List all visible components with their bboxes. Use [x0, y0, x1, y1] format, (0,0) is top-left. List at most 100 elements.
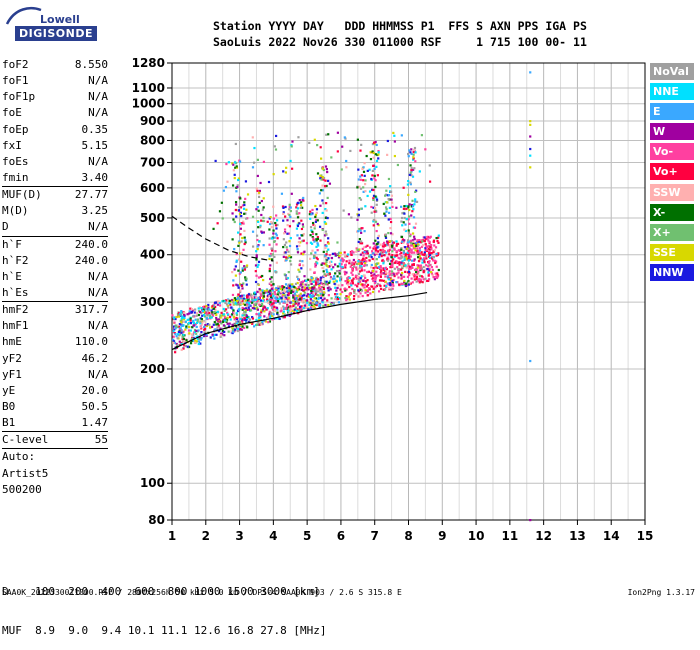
echo-point	[327, 248, 330, 251]
echo-point	[298, 307, 302, 310]
echo-point	[219, 321, 222, 324]
param-value: N/A	[88, 269, 108, 283]
echo-point	[232, 301, 235, 304]
echo-point	[420, 240, 423, 243]
echo-point	[403, 205, 406, 208]
echo-point	[314, 288, 317, 291]
echo-point	[259, 299, 263, 302]
echo-point	[302, 239, 305, 242]
echo-point	[258, 189, 261, 193]
y-tick-label: 400	[140, 248, 165, 262]
header-line-2: SaoLuis 2022 Nov26 330 011000 RSF 1 715 …	[213, 35, 587, 49]
echo-point	[256, 174, 259, 178]
echo-point	[280, 307, 283, 310]
param-separator	[2, 431, 108, 433]
echo-point	[421, 258, 424, 261]
echo-point	[345, 260, 348, 263]
echo-point	[384, 233, 387, 236]
echo-point	[302, 289, 305, 292]
echo-point	[381, 259, 384, 262]
echo-point	[205, 317, 209, 320]
echo-point	[428, 256, 432, 260]
echo-point	[419, 267, 422, 270]
echo-point	[228, 315, 232, 319]
legend-item: SSW	[650, 183, 694, 201]
echo-point	[315, 208, 319, 211]
echo-point	[172, 330, 175, 333]
echo-point	[200, 317, 203, 321]
echo-point	[283, 301, 287, 304]
echo-point	[238, 328, 242, 331]
param-row: fxI 5.15	[2, 138, 108, 154]
echo-point	[407, 257, 410, 260]
echo-point	[293, 308, 296, 311]
echo-point	[288, 203, 291, 206]
echo-point	[325, 268, 328, 271]
echo-point	[299, 305, 302, 308]
echo-point	[312, 223, 315, 226]
echo-point	[409, 248, 412, 251]
param-label: yE	[2, 383, 16, 397]
echo-point	[379, 251, 382, 254]
echo-point	[321, 184, 324, 187]
echo-point	[370, 274, 373, 277]
echo-point	[261, 309, 264, 312]
echo-point	[310, 291, 313, 294]
echo-point	[270, 280, 273, 283]
echo-point	[177, 330, 180, 334]
echo-point	[345, 159, 348, 163]
echo-point	[362, 257, 365, 260]
echo-point	[344, 137, 347, 140]
echo-point	[216, 318, 219, 321]
param-row: h`Es N/A	[2, 285, 108, 301]
echo-point	[383, 284, 386, 287]
echo-point	[331, 277, 335, 280]
echo-point	[355, 250, 358, 253]
echo-point	[246, 303, 249, 306]
echo-point	[376, 222, 379, 226]
echo-point	[258, 303, 261, 306]
echo-point	[292, 289, 295, 292]
echo-point	[191, 326, 194, 329]
echo-point	[360, 265, 363, 268]
echo-point	[375, 203, 378, 206]
echo-point	[287, 271, 290, 274]
y-tick-label: 1100	[132, 81, 165, 95]
echo-point	[326, 257, 330, 260]
echo-point	[361, 284, 364, 287]
param-label: foF1p	[2, 90, 36, 104]
echo-point	[185, 339, 188, 342]
echo-point	[240, 252, 243, 255]
echo-point	[247, 298, 251, 301]
echo-point	[210, 306, 214, 309]
echo-point	[361, 259, 364, 262]
echo-point	[193, 315, 196, 318]
echo-point	[325, 280, 328, 283]
echo-point	[353, 291, 356, 294]
legend-item: X+	[650, 223, 694, 241]
echo-point	[357, 281, 360, 284]
echo-point	[333, 275, 336, 278]
echo-point	[428, 269, 431, 272]
echo-point	[241, 308, 244, 311]
echo-point	[295, 206, 298, 209]
echo-point	[243, 268, 247, 271]
echo-point	[411, 199, 414, 202]
echo-point	[374, 266, 377, 269]
legend: NoVal NNE E W Vo- Vo+ SSW X- X+ SSE NNW	[650, 63, 694, 284]
echo-point	[270, 220, 273, 224]
echo-point	[321, 262, 324, 265]
echo-point	[407, 152, 410, 156]
echo-point	[239, 222, 242, 226]
echo-point	[192, 324, 196, 327]
echo-point	[364, 205, 367, 208]
echo-point	[343, 251, 346, 254]
echo-point	[406, 247, 409, 250]
echo-point	[206, 309, 210, 312]
echo-point	[430, 271, 433, 274]
echo-point	[269, 312, 273, 316]
echo-point	[313, 255, 316, 258]
echo-point	[244, 241, 247, 244]
echo-point	[406, 245, 409, 249]
param-label: foF2	[2, 58, 29, 71]
